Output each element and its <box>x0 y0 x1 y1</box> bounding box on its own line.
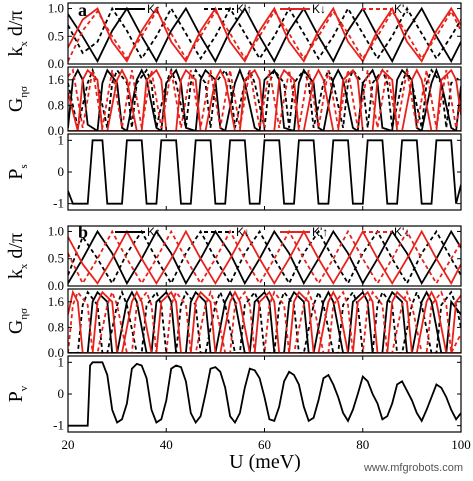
y-tick-label: 0.5 <box>48 251 64 266</box>
series-line-2 <box>68 289 461 353</box>
y-tick-label: 1 <box>58 354 65 369</box>
y-tick-label: 0.0 <box>48 123 64 138</box>
y-tick-label: 1.6 <box>48 72 65 87</box>
legend-label: K'↑ <box>236 2 252 16</box>
series-line-3 <box>68 68 461 128</box>
panels-group: 0.0 0.5 1.0 kx d/π K↑ K'↑ K↓ K'↓ 0.0 0.8 1.6 Gησ -1 0… <box>5 1 462 433</box>
subplot-a-1: 0.0 0.8 1.6 Gησ <box>5 66 462 138</box>
subplot-b-2: -1 0 1 Pv <box>5 354 462 433</box>
subplot-b-1: 0.0 0.8 1.6 Gησ <box>5 288 462 360</box>
legend-label: K↓ <box>236 225 250 239</box>
plot-area <box>68 6 461 64</box>
series-line-K'↑ <box>68 229 461 286</box>
plot-area <box>68 289 461 353</box>
subplot-a-2: -1 0 1 Ps <box>5 132 462 211</box>
series-line-K↓ <box>68 6 461 63</box>
series-line-0 <box>68 290 461 353</box>
y-tick-label: 0.5 <box>48 28 64 43</box>
legend-label: K'↑ <box>312 225 328 239</box>
y-tick-label: 1.0 <box>48 223 64 238</box>
series-line-K↓ <box>68 229 461 286</box>
x-axis-tick-labels: 20 40 60 80 100 <box>62 437 471 452</box>
x-axis-label: U (meV) <box>229 451 301 473</box>
series-line-K↑ <box>68 6 461 64</box>
y-axis-label: Ps <box>5 164 30 179</box>
y-tick-label: 0.0 <box>48 278 64 293</box>
y-tick-label: -1 <box>53 418 64 433</box>
axes-frame <box>67 288 462 354</box>
series-line-K'↑ <box>68 6 461 61</box>
legend: K↑ K'↑ K↓ K'↓ <box>115 2 410 16</box>
legend-label: K↑ <box>147 2 161 16</box>
y-tick-label: -1 <box>53 196 64 211</box>
y-axis-label: kx d/π <box>5 233 30 279</box>
x-tick-label: 80 <box>356 437 369 452</box>
x-tick-label: 60 <box>258 437 271 452</box>
y-tick-label: 0 <box>58 164 65 179</box>
plot-area <box>68 139 461 205</box>
y-tick-label: 0.8 <box>48 97 64 112</box>
legend-label: K↑ <box>147 225 161 239</box>
plot-area <box>68 361 461 427</box>
series-line-0 <box>68 361 461 427</box>
series-line-0 <box>68 139 461 205</box>
subplot-b-0: 0.0 0.5 1.0 kx d/π K↑ K↓ K'↑ K'↓ <box>5 223 462 293</box>
x-tick-label: 20 <box>62 437 75 452</box>
series-line-K'↓ <box>68 229 461 286</box>
legend-label: K'↓ <box>394 2 410 16</box>
x-tick-label: 40 <box>160 437 173 452</box>
legend-label: K'↓ <box>394 225 410 239</box>
plot-area <box>68 67 461 131</box>
y-axis-label: Gησ <box>5 308 30 334</box>
y-tick-label: 0 <box>58 386 65 401</box>
y-tick-label: 0.0 <box>48 345 64 360</box>
watermark: www.mfgrobots.com <box>363 462 463 474</box>
legend: K↑ K↓ K'↑ K'↓ <box>115 225 410 239</box>
x-tick-label: 100 <box>451 437 471 452</box>
plot-area <box>68 229 461 286</box>
legend-label: K↓ <box>312 2 326 16</box>
series-line-K'↓ <box>68 9 461 62</box>
y-tick-label: 1.6 <box>48 294 65 309</box>
y-tick-label: 0.0 <box>48 56 64 71</box>
y-axis-label: kx d/π <box>5 10 30 56</box>
panel-letter-a: a <box>78 0 87 20</box>
subplot-a-0: 0.0 0.5 1.0 kx d/π K↑ K'↑ K↓ K'↓ <box>5 1 462 71</box>
panel-letter-b: b <box>78 222 88 242</box>
y-tick-label: 0.8 <box>48 319 64 334</box>
y-axis-label: Gησ <box>5 86 30 112</box>
y-axis-label: Pv <box>5 385 30 402</box>
y-tick-label: 1.0 <box>48 1 64 16</box>
y-tick-label: 1 <box>58 132 65 147</box>
